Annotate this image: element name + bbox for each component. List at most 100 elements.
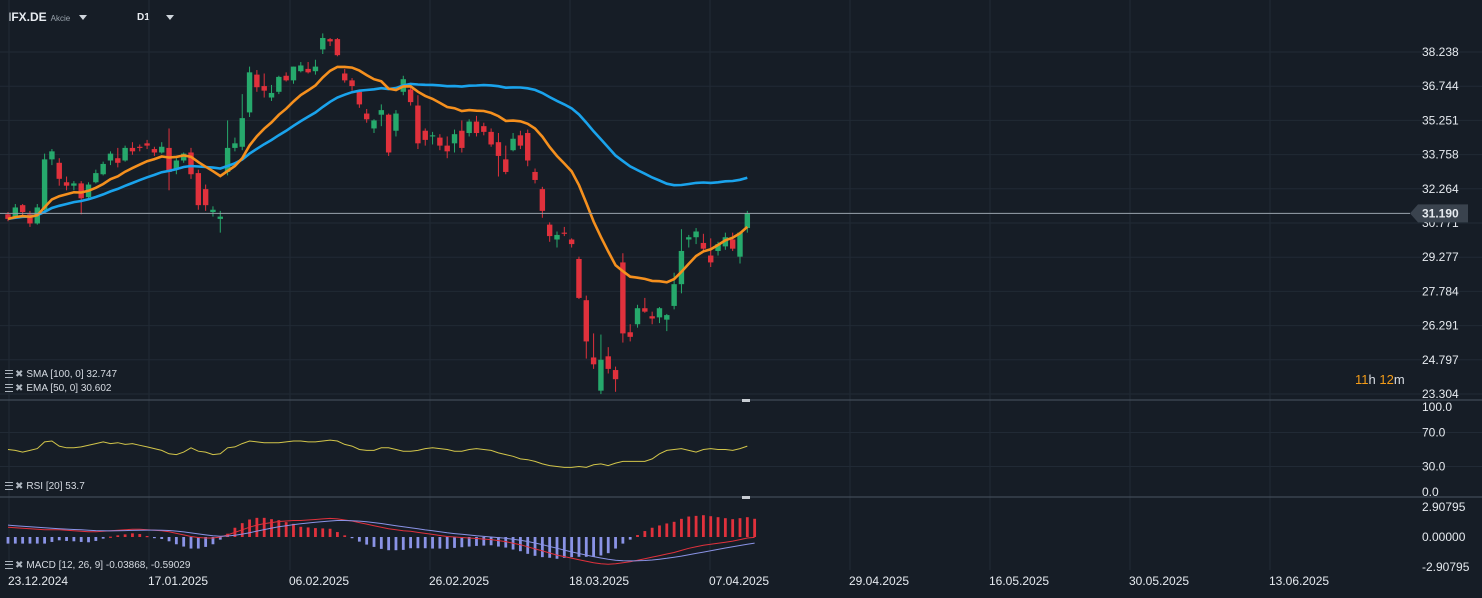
candle — [656, 307, 663, 324]
candle-body — [393, 113, 399, 131]
macd-histogram-bar — [28, 537, 32, 544]
candle-body — [100, 163, 106, 175]
x-tick-label: 07.04.2025 — [709, 574, 769, 588]
candle — [561, 226, 568, 237]
candle-body — [232, 143, 238, 148]
y-tick-label: -2.90795 — [1422, 560, 1470, 574]
candle — [510, 133, 516, 152]
candle — [276, 75, 282, 95]
candle-body — [78, 183, 84, 199]
macd-histogram-bar — [379, 537, 383, 549]
macd-histogram-bar — [745, 517, 749, 537]
sma-legend-text: SMA [100, 0] 32.747 — [26, 369, 118, 380]
candle — [385, 113, 392, 156]
candle — [378, 104, 385, 127]
macd-histogram-bar — [57, 537, 61, 541]
candle-body — [407, 89, 414, 103]
macd-histogram-bar — [306, 527, 310, 537]
x-tick-label: 18.03.2025 — [569, 574, 629, 588]
candle — [93, 169, 99, 184]
candle-body — [283, 75, 289, 81]
x-tick-label: 23.12.2024 — [8, 574, 68, 588]
candle-body — [546, 224, 553, 237]
settings-icon[interactable] — [5, 482, 13, 491]
candle — [444, 136, 450, 159]
close-icon[interactable]: ✖ — [15, 383, 24, 394]
rsi-legend[interactable]: ✖ RSI [20] 53.7 — [5, 481, 85, 492]
candle — [517, 130, 524, 150]
candle-body — [678, 250, 685, 285]
sma-legend[interactable]: ✖ SMA [100, 0] 32.747 — [5, 369, 117, 380]
rsi-legend-text: RSI [20] 53.7 — [26, 481, 85, 492]
candle — [466, 119, 472, 137]
close-icon[interactable]: ✖ — [15, 369, 24, 380]
candle — [210, 206, 216, 217]
candle — [100, 161, 106, 176]
candle — [481, 122, 487, 136]
x-tick-label: 16.05.2025 — [989, 574, 1049, 588]
timeframe-selector[interactable]: D1 — [137, 12, 174, 23]
candle-body — [173, 160, 180, 169]
ema-legend[interactable]: ✖ EMA [50, 0] 30.602 — [5, 383, 111, 394]
macd-histogram-bar — [262, 517, 266, 537]
candle-body — [517, 135, 524, 146]
close-icon[interactable]: ✖ — [15, 560, 24, 571]
ema-legend-text: EMA [50, 0] 30.602 — [26, 383, 112, 394]
candle — [729, 232, 736, 251]
macd-histogram-bar — [218, 537, 222, 540]
last-price-label: 31.190 — [1422, 206, 1459, 220]
candle-body — [598, 359, 604, 391]
candle — [576, 256, 582, 300]
countdown-hours-unit: h — [1368, 372, 1376, 387]
candle-body — [254, 74, 260, 88]
candle-body — [180, 153, 187, 161]
candle — [261, 73, 267, 98]
macd-histogram-bar — [401, 537, 405, 550]
candle-body — [488, 131, 494, 145]
macd-histogram-bar — [460, 537, 464, 548]
candle-body — [737, 232, 743, 257]
macd-histogram-bar — [350, 537, 354, 539]
symbol-name: IFX.DE — [8, 10, 47, 24]
macd-histogram-bar — [584, 537, 588, 557]
candle-body — [503, 159, 509, 172]
macd-histogram-bar — [687, 516, 691, 537]
macd-histogram-bar — [716, 517, 720, 537]
candle-body — [605, 356, 611, 369]
candle — [254, 70, 260, 92]
macd-histogram-bar — [533, 537, 537, 556]
settings-icon[interactable] — [5, 384, 13, 393]
macd-histogram-bar — [475, 537, 478, 546]
macd-histogram-bar — [328, 528, 332, 537]
macd-histogram-bar — [709, 516, 713, 537]
candle — [744, 210, 751, 233]
candle-body — [144, 143, 150, 146]
settings-icon[interactable] — [5, 561, 13, 570]
candle — [678, 229, 685, 294]
settings-icon[interactable] — [5, 370, 13, 379]
candle-body — [71, 183, 77, 186]
candle — [268, 84, 275, 101]
macd-histogram-bar — [606, 537, 610, 554]
macd-legend[interactable]: ✖ MACD [12, 26, 9] -0.03868, -0.59029 — [5, 560, 190, 571]
candle-body — [371, 120, 377, 129]
candle-body — [554, 234, 560, 240]
y-tick-label: 0.0 — [1422, 485, 1439, 499]
candle — [612, 366, 619, 392]
macd-histogram-bar — [321, 528, 325, 537]
candle-body — [590, 357, 597, 365]
candle — [693, 228, 699, 245]
candle-body — [729, 239, 736, 249]
candle — [649, 311, 655, 325]
candle-body — [239, 118, 245, 147]
symbol-selector[interactable]: IFX.DE Akcie — [8, 10, 88, 24]
candle-body — [312, 66, 319, 72]
macd-histogram-bar — [702, 515, 705, 537]
close-icon[interactable]: ✖ — [15, 481, 24, 492]
candle — [532, 168, 538, 184]
candle — [708, 238, 714, 267]
macd-histogram-bar — [445, 537, 449, 549]
candle — [627, 324, 633, 342]
candle-body — [708, 255, 714, 263]
